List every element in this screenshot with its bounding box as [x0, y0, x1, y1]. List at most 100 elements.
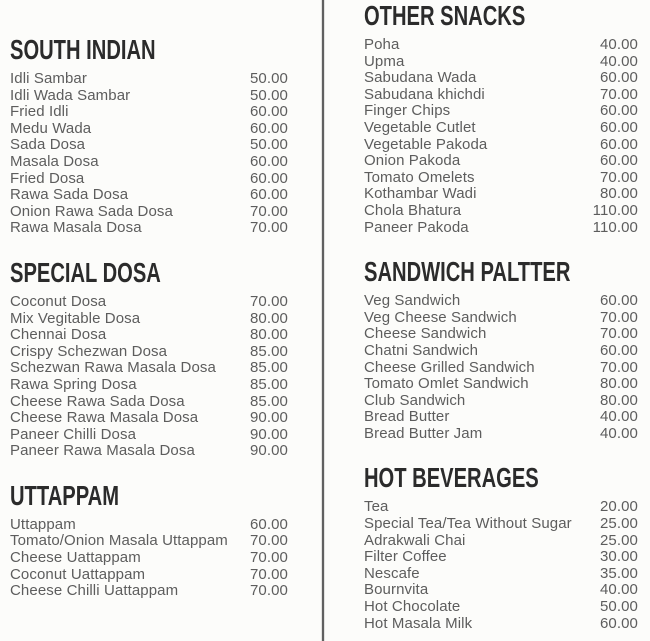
- item-price: 70.00: [599, 325, 638, 343]
- item-name: Club Sandwich: [364, 391, 466, 409]
- item-name: Special Tea/Tea Without Sugar: [364, 515, 572, 533]
- menu-item-row: Sabudana khichdi 70.00: [364, 86, 638, 104]
- menu-item-row: Chatni Sandwich 60.00: [364, 342, 638, 360]
- item-price: 40.00: [599, 408, 638, 426]
- menu-item-row: Tomato/Onion Masala Uttappam 70.00: [10, 533, 288, 550]
- item-name: Bread Butter: [364, 408, 450, 426]
- item-name: Bournvita: [364, 581, 429, 599]
- menu-item-row: Vegetable Pakoda 60.00: [364, 136, 638, 154]
- section-title: HOT BEVERAGES: [364, 462, 539, 494]
- item-price: 25.00: [599, 531, 638, 549]
- item-name: Uttappam: [10, 515, 76, 533]
- item-name: Idli Sambar: [10, 70, 87, 87]
- item-price: 60.00: [249, 152, 288, 170]
- menu-item-row: Rawa Sada Dosa 60.00: [10, 187, 288, 204]
- menu-item-row: Finger Chips 60.00: [364, 103, 638, 120]
- menu-item-row: Coconut Dosa 70.00: [10, 292, 288, 311]
- item-price: 80.00: [599, 391, 638, 409]
- menu-item-row: Rawa Masala Dosa 70.00: [10, 220, 288, 237]
- item-price: 90.00: [249, 425, 288, 443]
- item-name: Tea: [364, 498, 389, 516]
- item-name: Veg Sandwich: [364, 292, 461, 310]
- item-name: Upma: [364, 52, 405, 70]
- item-name: Cheese Grilled Sandwich: [364, 358, 535, 376]
- item-name: Paneer Pakoda: [364, 218, 469, 236]
- item-price: 90.00: [249, 442, 288, 460]
- item-price: 35.00: [599, 564, 638, 582]
- item-price: 85.00: [249, 375, 288, 393]
- item-price: 70.00: [249, 202, 288, 220]
- item-price: 60.00: [599, 69, 638, 87]
- item-price: 50.00: [249, 86, 288, 104]
- item-name: Cheese Rawa Masala Dosa: [10, 409, 199, 427]
- section-items: Uttappam 60.00 Tomato/Onion Masala Uttap…: [10, 515, 288, 600]
- item-price: 60.00: [599, 152, 638, 170]
- item-price: 50.00: [249, 70, 288, 87]
- menu-item-row: Adrakwali Chai 25.00: [364, 531, 638, 550]
- column-divider: [322, 0, 324, 641]
- item-name: Chola Bhatura: [364, 201, 462, 219]
- item-name: Filter Coffee: [364, 548, 447, 566]
- item-price: 25.00: [599, 515, 638, 533]
- menu-item-row: Cheese Grilled Sandwich 70.00: [364, 358, 638, 377]
- item-price: 40.00: [599, 581, 638, 599]
- menu-item-row: Special Tea/Tea Without Sugar 25.00: [364, 515, 638, 533]
- menu-item-row: Rawa Spring Dosa 85.00: [10, 375, 288, 394]
- item-price: 70.00: [599, 168, 638, 186]
- menu-item-row: Nescafe 35.00: [364, 564, 638, 583]
- item-name: Onion Pakoda: [364, 152, 461, 170]
- item-name: Idli Wada Sambar: [10, 86, 131, 104]
- item-price: 50.00: [249, 136, 288, 154]
- menu-item-row: Cheese Sandwich 70.00: [364, 326, 638, 343]
- item-price: 70.00: [249, 532, 288, 550]
- menu-item-row: Paneer Chilli Dosa 90.00: [10, 425, 288, 444]
- menu-section: OTHER SNACKS Poha 40.00 Upma 40.00 Sabud…: [364, 2, 638, 236]
- section-items: Poha 40.00 Upma 40.00 Sabudana Wada 60.0…: [364, 36, 638, 237]
- item-price: 70.00: [599, 308, 638, 326]
- item-price: 85.00: [249, 342, 288, 360]
- menu-item-row: Tomato Omlet Sandwich 80.00: [364, 375, 638, 393]
- item-name: Onion Rawa Sada Dosa: [10, 202, 173, 220]
- item-name: Sada Dosa: [10, 136, 86, 154]
- section-items: Tea 20.00 Special Tea/Tea Without Sugar …: [364, 499, 638, 632]
- menu-section: SANDWICH PALTTER Veg Sandwich 60.00 Veg …: [364, 258, 638, 442]
- menu-item-row: Tomato Omelets 70.00: [364, 168, 638, 187]
- menu-item-row: Medu Wada 60.00: [10, 119, 288, 138]
- menu-item-row: Fried Dosa 60.00: [10, 170, 288, 188]
- item-price: 30.00: [599, 548, 638, 566]
- menu-item-row: Bournvita 40.00: [364, 582, 638, 599]
- item-name: Mix Vegitable Dosa: [10, 309, 141, 327]
- menu-item-row: Hot Chocolate 50.00: [364, 598, 638, 616]
- item-price: 40.00: [599, 36, 638, 53]
- item-price: 70.00: [249, 219, 288, 237]
- section-title: SOUTH INDIAN: [10, 34, 156, 65]
- item-name: Vegetable Cutlet: [364, 118, 476, 136]
- menu-item-row: Chola Bhatura 110.00: [364, 201, 638, 220]
- item-name: Adrakwali Chai: [364, 531, 466, 549]
- item-name: Tomato/Onion Masala Uttappam: [10, 532, 228, 550]
- item-price: 110.00: [592, 218, 638, 236]
- section-items: Idli Sambar 50.00 Idli Wada Sambar 50.00…: [10, 70, 288, 237]
- item-name: Cheese Rawa Sada Dosa: [10, 392, 185, 410]
- item-price: 110.00: [592, 201, 638, 219]
- item-price: 90.00: [249, 409, 288, 427]
- menu-section: SOUTH INDIAN Idli Sambar 50.00 Idli Wada…: [10, 36, 288, 237]
- menu-item-row: Paneer Pakoda 110.00: [364, 218, 638, 237]
- menu-item-row: Idli Wada Sambar 50.00: [10, 86, 288, 105]
- menu-item-row: Veg Cheese Sandwich 70.00: [364, 308, 638, 327]
- menu-item-row: Poha 40.00: [364, 36, 638, 54]
- item-name: Hot Chocolate: [364, 598, 461, 616]
- item-name: Veg Cheese Sandwich: [364, 308, 517, 326]
- menu-section: UTTAPPAM Uttappam 60.00 Tomato/Onion Mas…: [10, 481, 288, 600]
- item-name: Schezwan Rawa Masala Dosa: [10, 359, 216, 377]
- item-price: 60.00: [249, 119, 288, 137]
- menu-column-left: SOUTH INDIAN Idli Sambar 50.00 Idli Wada…: [10, 36, 288, 600]
- item-price: 70.00: [249, 292, 288, 310]
- item-name: Cheese Chilli Uattappam: [10, 582, 179, 600]
- menu-item-row: Filter Coffee 30.00: [364, 549, 638, 566]
- item-name: Rawa Spring Dosa: [10, 375, 137, 393]
- menu-item-row: Crispy Schezwan Dosa 85.00: [10, 342, 288, 361]
- menu-item-row: Uttappam 60.00: [10, 515, 288, 534]
- item-price: 60.00: [599, 118, 638, 136]
